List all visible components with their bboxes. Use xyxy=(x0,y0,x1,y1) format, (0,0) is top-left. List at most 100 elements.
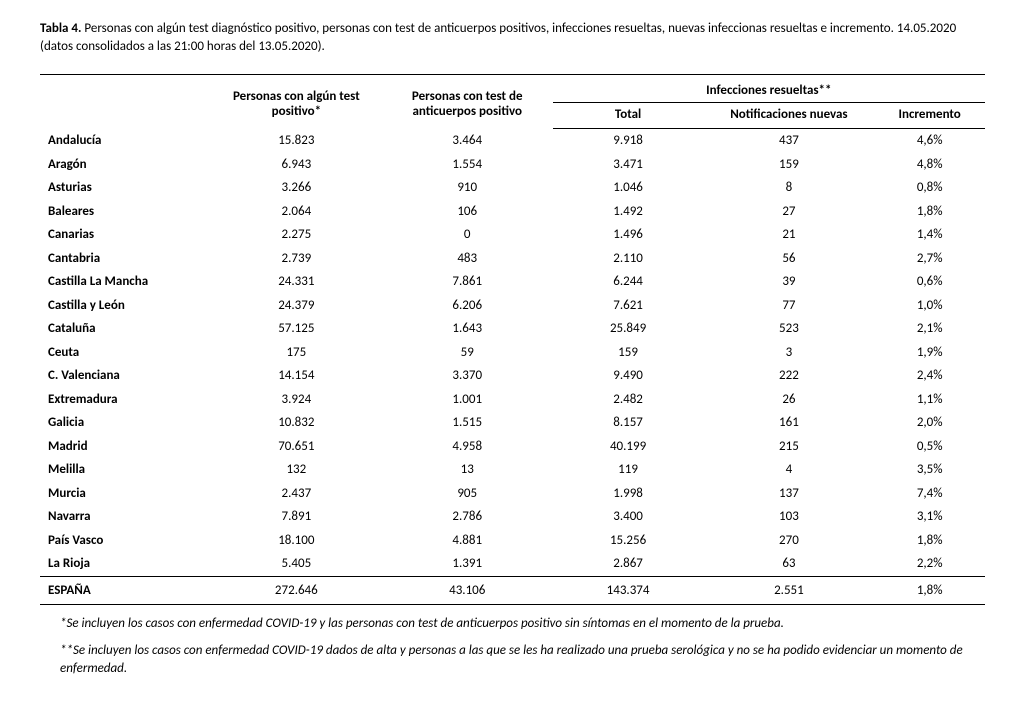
table-row: Navarra7.8912.7863.4001033,1% xyxy=(40,505,985,529)
cell-a: 3.924 xyxy=(211,388,382,412)
table-row: Melilla1321311943,5% xyxy=(40,458,985,482)
cell-e: 1,8% xyxy=(874,200,985,224)
cell-region: Extremadura xyxy=(40,388,211,412)
cell-e: 1,4% xyxy=(874,223,985,247)
cell-b: 905 xyxy=(382,482,553,506)
cell-b: 59 xyxy=(382,341,553,365)
cell-b: 106 xyxy=(382,200,553,224)
cell-e: 7,4% xyxy=(874,482,985,506)
cell-a: 24.379 xyxy=(211,294,382,318)
table-caption: Tabla 4. Personas con algún test diagnós… xyxy=(40,20,985,56)
table-row: Madrid70.6514.95840.1992150,5% xyxy=(40,435,985,459)
cell-d: 215 xyxy=(703,435,874,459)
cell-e: 2,7% xyxy=(874,247,985,271)
cell-d: 3 xyxy=(703,341,874,365)
cell-c: 25.849 xyxy=(553,317,704,341)
cell-c: 119 xyxy=(553,458,704,482)
cell-c: 9.490 xyxy=(553,364,704,388)
cell-b: 1.554 xyxy=(382,153,553,177)
cell-e: 4,6% xyxy=(874,129,985,153)
cell-c: 3.400 xyxy=(553,505,704,529)
cell-e: 3,5% xyxy=(874,458,985,482)
cell-e: 2,2% xyxy=(874,552,985,576)
table-row: Canarias2.27501.496211,4% xyxy=(40,223,985,247)
cell-c: 2.867 xyxy=(553,552,704,576)
cell-d: 222 xyxy=(703,364,874,388)
cell-d: 26 xyxy=(703,388,874,412)
table-row: Cantabria2.7394832.110562,7% xyxy=(40,247,985,271)
cell-a: 14.154 xyxy=(211,364,382,388)
cell-d: 137 xyxy=(703,482,874,506)
cell-d: 4 xyxy=(703,458,874,482)
cell-c: 1.496 xyxy=(553,223,704,247)
header-col5: Incremento xyxy=(874,103,985,129)
header-col1: Personas con algún test positivo* xyxy=(211,75,382,129)
cell-a: 24.331 xyxy=(211,270,382,294)
cell-e: 2,0% xyxy=(874,411,985,435)
cell-a: 7.891 xyxy=(211,505,382,529)
cell-b: 1.391 xyxy=(382,552,553,576)
cell-region: ESPAÑA xyxy=(40,576,211,605)
table-row: Aragón6.9431.5543.4711594,8% xyxy=(40,153,985,177)
cell-d: 8 xyxy=(703,176,874,200)
table-row: Castilla y León24.3796.2067.621771,0% xyxy=(40,294,985,318)
cell-a: 2.064 xyxy=(211,200,382,224)
cell-b: 4.881 xyxy=(382,529,553,553)
cell-d: 56 xyxy=(703,247,874,271)
footnote-2: **Se incluyen los casos con enfermedad C… xyxy=(60,642,985,678)
cell-a: 2.275 xyxy=(211,223,382,247)
header-group: Infecciones resueltas** xyxy=(553,75,985,103)
cell-region: C. Valenciana xyxy=(40,364,211,388)
cell-b: 1.001 xyxy=(382,388,553,412)
cell-region: Cantabria xyxy=(40,247,211,271)
cell-region: Castilla y León xyxy=(40,294,211,318)
table-row: Ceuta1755915931,9% xyxy=(40,341,985,365)
cell-region: Navarra xyxy=(40,505,211,529)
cell-region: Galicia xyxy=(40,411,211,435)
cell-b: 7.861 xyxy=(382,270,553,294)
cell-b: 0 xyxy=(382,223,553,247)
cell-region: Castilla La Mancha xyxy=(40,270,211,294)
cell-a: 5.405 xyxy=(211,552,382,576)
table-row: Castilla La Mancha24.3317.8616.244390,6% xyxy=(40,270,985,294)
cell-a: 2.739 xyxy=(211,247,382,271)
cell-e: 1,0% xyxy=(874,294,985,318)
cell-d: 161 xyxy=(703,411,874,435)
cell-a: 6.943 xyxy=(211,153,382,177)
cell-a: 2.437 xyxy=(211,482,382,506)
cell-region: Andalucía xyxy=(40,129,211,153)
table-row: Murcia2.4379051.9981377,4% xyxy=(40,482,985,506)
header-col2: Personas con test de anticuerpos positiv… xyxy=(382,75,553,129)
table-row: Extremadura3.9241.0012.482261,1% xyxy=(40,388,985,412)
cell-a: 18.100 xyxy=(211,529,382,553)
footnote-1: *Se incluyen los casos con enfermedad CO… xyxy=(60,615,985,633)
cell-a: 57.125 xyxy=(211,317,382,341)
data-table: Personas con algún test positivo* Person… xyxy=(40,74,985,605)
cell-region: Cataluña xyxy=(40,317,211,341)
cell-a: 10.832 xyxy=(211,411,382,435)
cell-c: 8.157 xyxy=(553,411,704,435)
cell-c: 6.244 xyxy=(553,270,704,294)
table-row: País Vasco18.1004.88115.2562701,8% xyxy=(40,529,985,553)
cell-c: 9.918 xyxy=(553,129,704,153)
cell-d: 523 xyxy=(703,317,874,341)
cell-d: 63 xyxy=(703,552,874,576)
cell-a: 15.823 xyxy=(211,129,382,153)
cell-e: 1,9% xyxy=(874,341,985,365)
cell-d: 27 xyxy=(703,200,874,224)
cell-e: 4,8% xyxy=(874,153,985,177)
table-row: Andalucía15.8233.4649.9184374,6% xyxy=(40,129,985,153)
cell-d: 21 xyxy=(703,223,874,247)
cell-d: 77 xyxy=(703,294,874,318)
cell-c: 2.482 xyxy=(553,388,704,412)
table-row: La Rioja5.4051.3912.867632,2% xyxy=(40,552,985,576)
cell-a: 70.651 xyxy=(211,435,382,459)
cell-b: 2.786 xyxy=(382,505,553,529)
table-caption-text: Personas con algún test diagnóstico posi… xyxy=(40,21,956,54)
cell-b: 1.643 xyxy=(382,317,553,341)
cell-c: 143.374 xyxy=(553,576,704,605)
cell-e: 2,4% xyxy=(874,364,985,388)
cell-region: La Rioja xyxy=(40,552,211,576)
cell-d: 437 xyxy=(703,129,874,153)
cell-b: 4.958 xyxy=(382,435,553,459)
